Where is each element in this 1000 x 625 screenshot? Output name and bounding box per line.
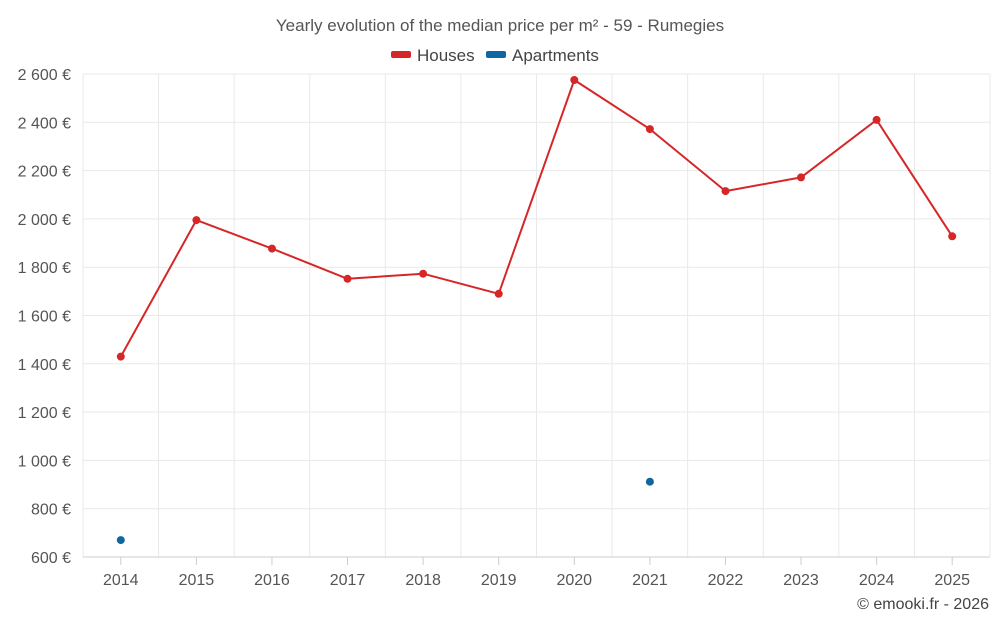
data-point-houses[interactable] xyxy=(343,274,352,283)
x-tick-label: 2019 xyxy=(481,572,517,589)
x-tick-label: 2015 xyxy=(179,572,215,589)
data-point-houses[interactable] xyxy=(192,216,201,225)
chart-title: Yearly evolution of the median price per… xyxy=(276,16,724,35)
y-axis: 600 € 800 € 1 000 € 1 200 € 1 400 € 1 600 € 1 … xyxy=(18,67,71,567)
data-point-houses[interactable] xyxy=(645,125,654,134)
legend-label-apartments: Apartments xyxy=(512,46,599,65)
y-tick-label: 1 000 € xyxy=(18,453,71,470)
y-tick-label: 1 800 € xyxy=(18,260,71,277)
y-tick-label: 1 600 € xyxy=(18,309,71,326)
x-tick-label: 2021 xyxy=(632,572,668,589)
y-tick-label: 2 600 € xyxy=(18,67,71,84)
credit-text: © emooki.fr - 2026 xyxy=(857,596,989,613)
data-point-houses[interactable] xyxy=(116,352,125,361)
x-tick-label: 2014 xyxy=(103,572,139,589)
series-houses xyxy=(116,76,957,361)
data-point-houses[interactable] xyxy=(872,115,881,124)
x-tick-label: 2025 xyxy=(934,572,970,589)
legend-label-houses: Houses xyxy=(417,46,475,65)
legend-item-apartments[interactable]: Apartments xyxy=(486,46,599,65)
x-tick-label: 2018 xyxy=(405,572,441,589)
legend: Houses Apartments xyxy=(391,46,599,65)
data-point-houses[interactable] xyxy=(570,76,579,84)
x-tick-label: 2024 xyxy=(859,572,895,589)
x-tick-label: 2023 xyxy=(783,572,819,589)
grid xyxy=(82,73,991,557)
y-tick-label: 800 € xyxy=(31,502,71,519)
data-point-houses[interactable] xyxy=(419,269,428,278)
data-point-houses[interactable] xyxy=(268,244,276,253)
y-tick-label: 2 400 € xyxy=(18,115,71,132)
legend-item-houses[interactable]: Houses xyxy=(391,46,475,65)
series xyxy=(116,76,957,545)
y-tick-label: 600 € xyxy=(31,550,71,567)
x-tick-label: 2022 xyxy=(708,572,744,589)
data-point-houses[interactable] xyxy=(721,187,730,196)
y-tick-label: 1 200 € xyxy=(18,405,71,422)
data-point-houses[interactable] xyxy=(948,232,957,241)
legend-swatch-apartments xyxy=(486,51,506,58)
y-tick-label: 2 200 € xyxy=(18,164,71,181)
data-point-houses[interactable] xyxy=(797,173,805,182)
series-line-houses xyxy=(119,79,954,358)
y-tick-label: 2 000 € xyxy=(18,212,71,229)
data-point-houses[interactable] xyxy=(494,289,503,298)
x-tick-label: 2017 xyxy=(330,572,366,589)
x-tick-label: 2016 xyxy=(254,572,290,589)
y-tick-label: 1 400 € xyxy=(18,357,71,374)
data-point-apartments[interactable] xyxy=(645,477,654,486)
x-axis: 2014 2015 2016 2017 2018 2019 2020 2021 2022 2023… xyxy=(83,556,990,589)
data-point-apartments[interactable] xyxy=(116,536,125,545)
series-apartments xyxy=(116,477,654,545)
legend-swatch-houses xyxy=(391,51,411,58)
x-tick-label: 2020 xyxy=(556,572,592,589)
